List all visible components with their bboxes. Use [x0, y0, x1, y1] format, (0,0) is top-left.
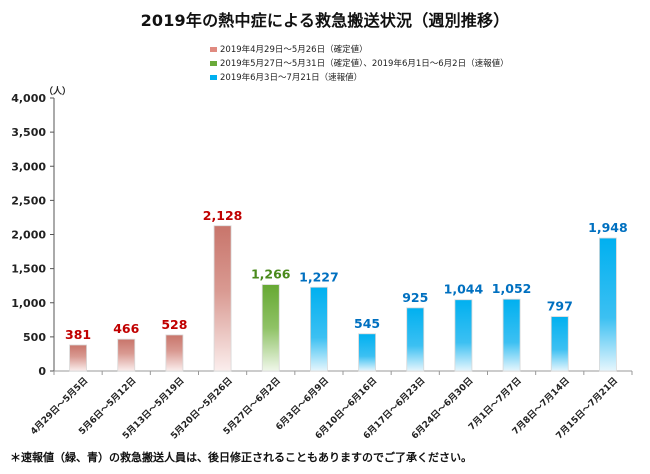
bar — [310, 286, 328, 372]
y-tick-label: 0 — [38, 365, 46, 378]
legend-item-red: 2019年4月29日～5月26日（確定値） — [210, 42, 509, 56]
data-label: 797 — [547, 299, 573, 314]
data-label: 1,052 — [492, 281, 532, 296]
data-label: 1,044 — [444, 282, 484, 297]
x-tick-label: 6月3日～6月9日 — [274, 375, 331, 432]
labels: 3814月29日～5月5日4665月6日～5月12日5285月13日～5月19日… — [28, 208, 627, 442]
y-tick-label: 2,000 — [11, 229, 46, 242]
bar — [117, 338, 136, 372]
data-label: 466 — [113, 321, 139, 336]
y-tick-label: 1,000 — [11, 297, 46, 310]
bar — [454, 299, 473, 372]
bar — [599, 237, 617, 372]
y-tick-label: 3,000 — [11, 160, 46, 173]
bar — [213, 225, 232, 372]
axes: 0 500 1,000 1,500 2,000 2,500 3,000 3,500 4,000（… — [11, 85, 633, 378]
data-label: 1,266 — [251, 267, 291, 282]
y-tick-label: 3,500 — [11, 126, 46, 139]
legend-swatch-red — [210, 46, 217, 52]
data-label: 2,128 — [203, 208, 243, 223]
y-tick-label: 2,500 — [11, 194, 46, 207]
data-label: 528 — [161, 317, 187, 332]
legend-swatch-green — [210, 60, 217, 66]
bar — [358, 333, 376, 372]
bars — [69, 225, 617, 372]
data-label: 545 — [354, 316, 380, 331]
chart-title: 2019年の熱中症による救急搬送状況（週別推移） — [140, 11, 510, 30]
y-axis-unit-label: （人） — [44, 85, 71, 97]
legend-item-blue: 2019年6月3日～7月21日（速報値） — [210, 70, 509, 84]
data-label: 925 — [402, 290, 428, 305]
legend: 2019年4月29日～5月26日（確定値） 2019年5月27日～5月31日（確… — [210, 42, 509, 84]
footnote: ＊速報値（緑、青）の救急搬送人員は、後日修正されることもありますのでご了承くださ… — [10, 451, 472, 464]
y-tick-label: 1,500 — [11, 263, 46, 276]
data-label: 1,948 — [588, 220, 628, 235]
legend-label-blue: 2019年6月3日～7月21日（速報値） — [220, 73, 363, 83]
data-label: 381 — [65, 327, 91, 342]
bar — [261, 284, 280, 372]
legend-swatch-blue — [210, 74, 217, 80]
bar — [69, 344, 87, 372]
x-tick-label: 7月1日～7月7日 — [466, 375, 523, 432]
legend-label-green: 2019年5月27日～5月31日（確定値）、2019年6月1日～6月2日（速報値… — [220, 59, 509, 69]
y-tick-label: 4,000 — [11, 92, 46, 105]
legend-item-green: 2019年5月27日～5月31日（確定値）、2019年6月1日～6月2日（速報値… — [210, 56, 509, 70]
data-label: 1,227 — [299, 269, 339, 284]
bar — [550, 316, 569, 372]
legend-label-red: 2019年4月29日～5月26日（確定値） — [220, 45, 368, 55]
y-tick-label: 500 — [23, 331, 46, 344]
bar — [406, 307, 425, 372]
bar — [502, 298, 521, 372]
bar — [165, 334, 184, 372]
